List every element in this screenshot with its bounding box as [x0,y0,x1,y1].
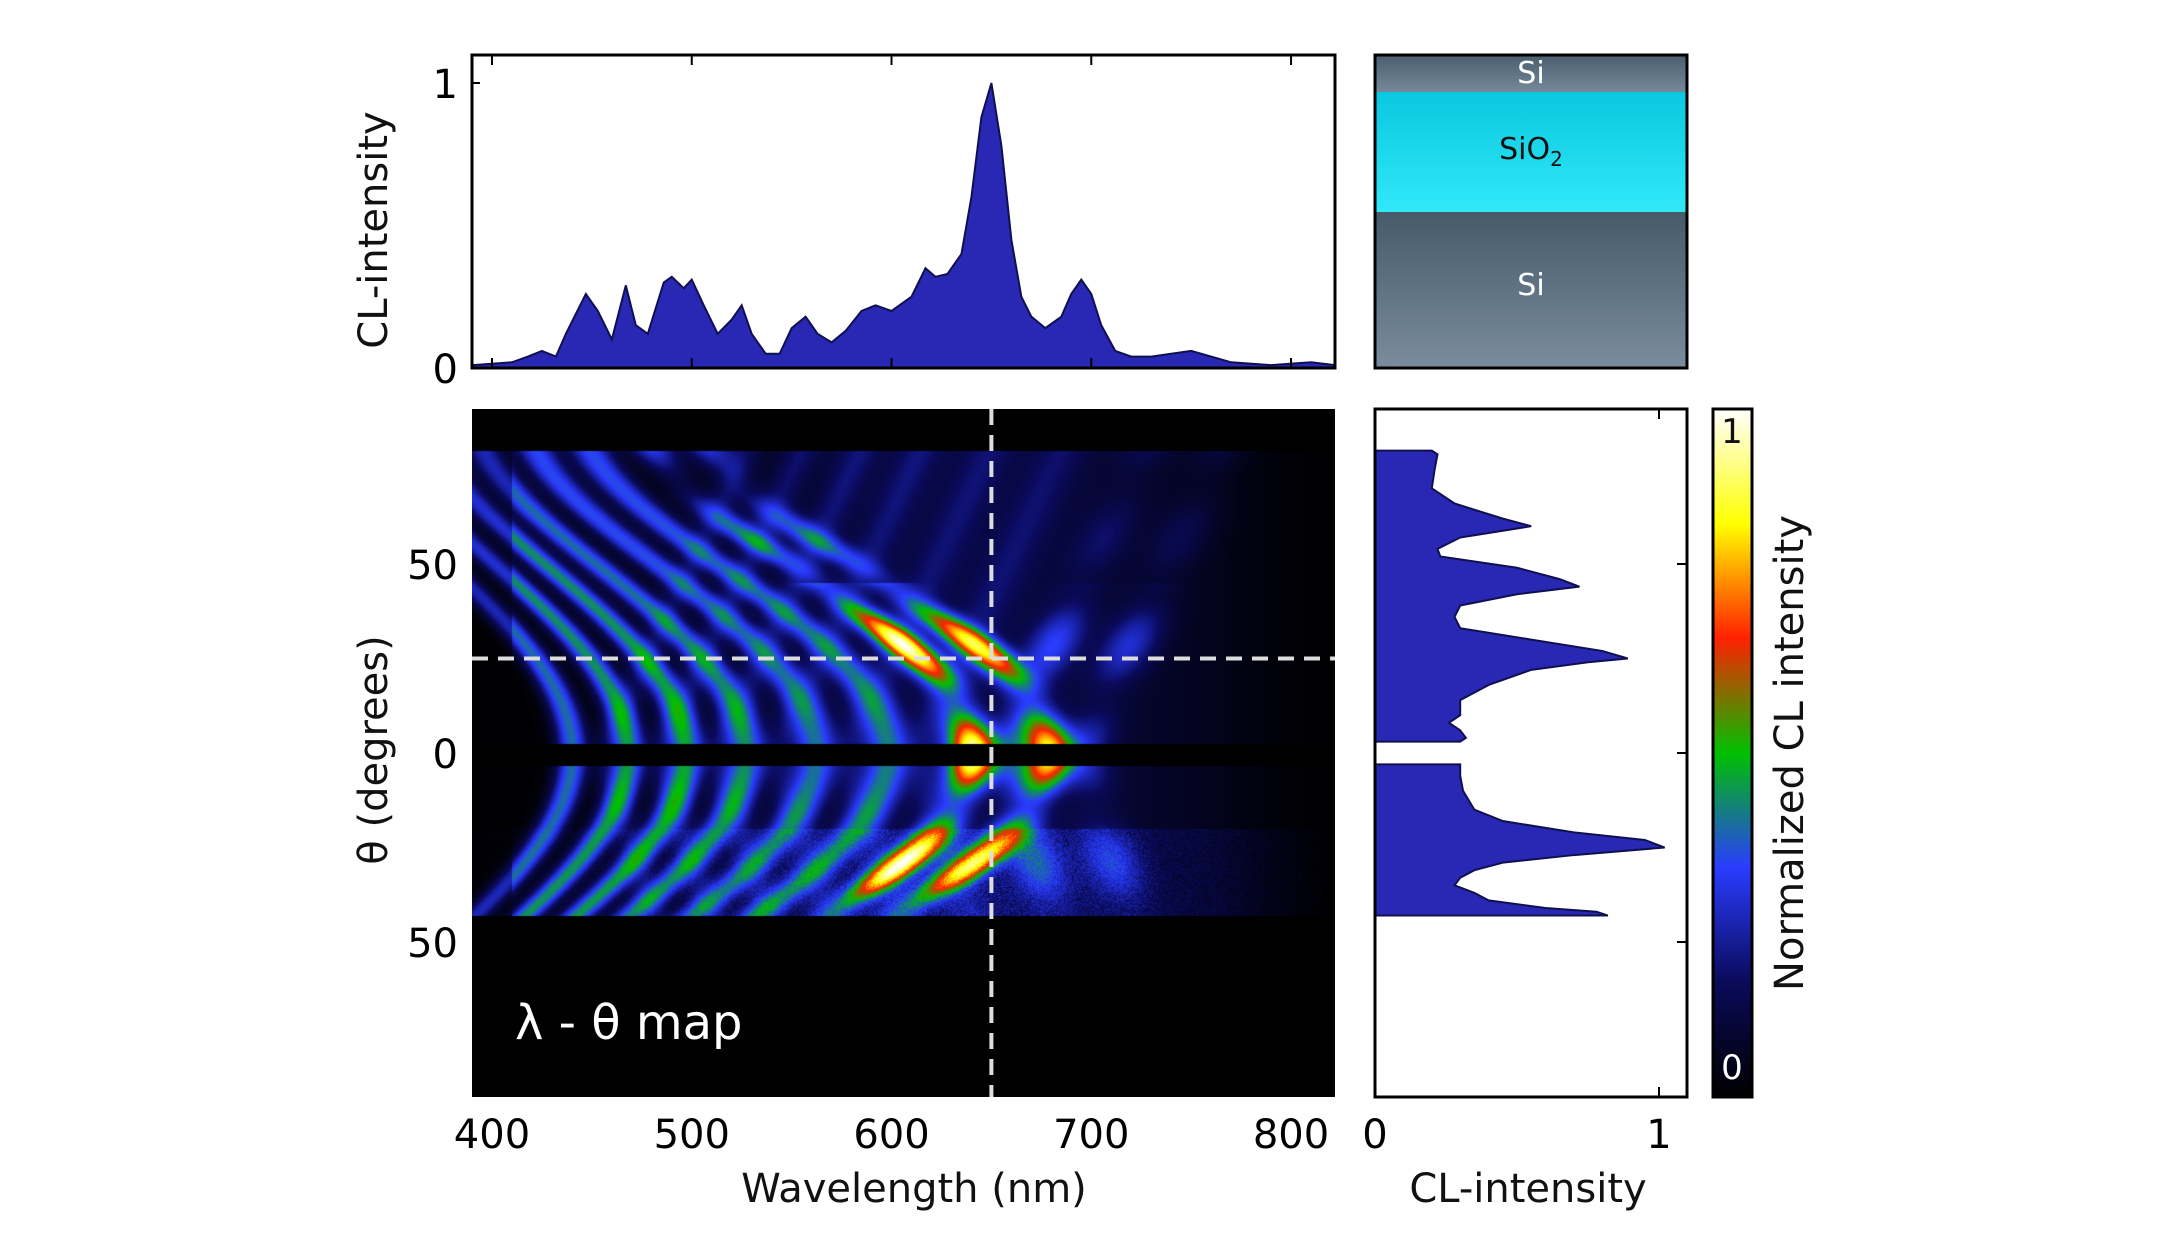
profile-area [1374,449,1629,743]
structure-frame [1373,53,1689,370]
side-x-axis-label: CL-intensity [1409,1166,1647,1212]
y-tick-label: 50 [407,921,458,967]
lambda-theta-heatmap [472,409,1335,1097]
layer-label-si-bottom: Si [1517,268,1545,303]
y-tick-label: 0 [433,732,458,778]
y-tick-label: 0 [433,347,458,393]
layer-1 [1375,92,1687,212]
x-axis-label: Wavelength (nm) [741,1166,1087,1212]
map-annotation: λ - θ map [515,995,743,1051]
colorbar-label: Normalized CL intensity [1767,515,1813,991]
spectrum-y-axis-label: CL-intensity [351,111,397,349]
layer-0 [1375,55,1687,92]
spectrum-plot: 01 [433,53,1337,393]
layer-label-sio2-subscript: 2 [1550,147,1563,171]
spectrum-area [471,82,1336,369]
y-tick-label: 1 [433,62,458,108]
colorbar-bar [1711,407,1754,1099]
layer-label-sio2: SiO2 [1499,132,1563,171]
spectrum-frame [470,53,1337,370]
map-overlay [472,409,1335,1097]
profile-area [1374,763,1666,917]
x-tick-label: 700 [1053,1112,1129,1158]
x-tick-label: 0 [1362,1112,1387,1158]
colorbar [1711,407,1754,1099]
x-tick-label: 800 [1253,1112,1329,1158]
x-tick-label: 1 [1646,1112,1671,1158]
x-tick-label: 600 [853,1112,929,1158]
layer-label-sio2-text: SiO [1499,132,1551,167]
layer-label-si-top: Si [1517,56,1545,91]
x-tick-label: 400 [454,1112,530,1158]
layer-2 [1375,212,1687,368]
layer-structure-diagram [1373,53,1689,370]
colorbar-min-label: 0 [1721,1048,1743,1088]
colorbar-max-label: 1 [1721,412,1743,452]
x-tick-label: 500 [654,1112,730,1158]
y-tick-label: 50 [407,543,458,589]
map-y-axis-label: θ (degrees) [351,635,397,865]
